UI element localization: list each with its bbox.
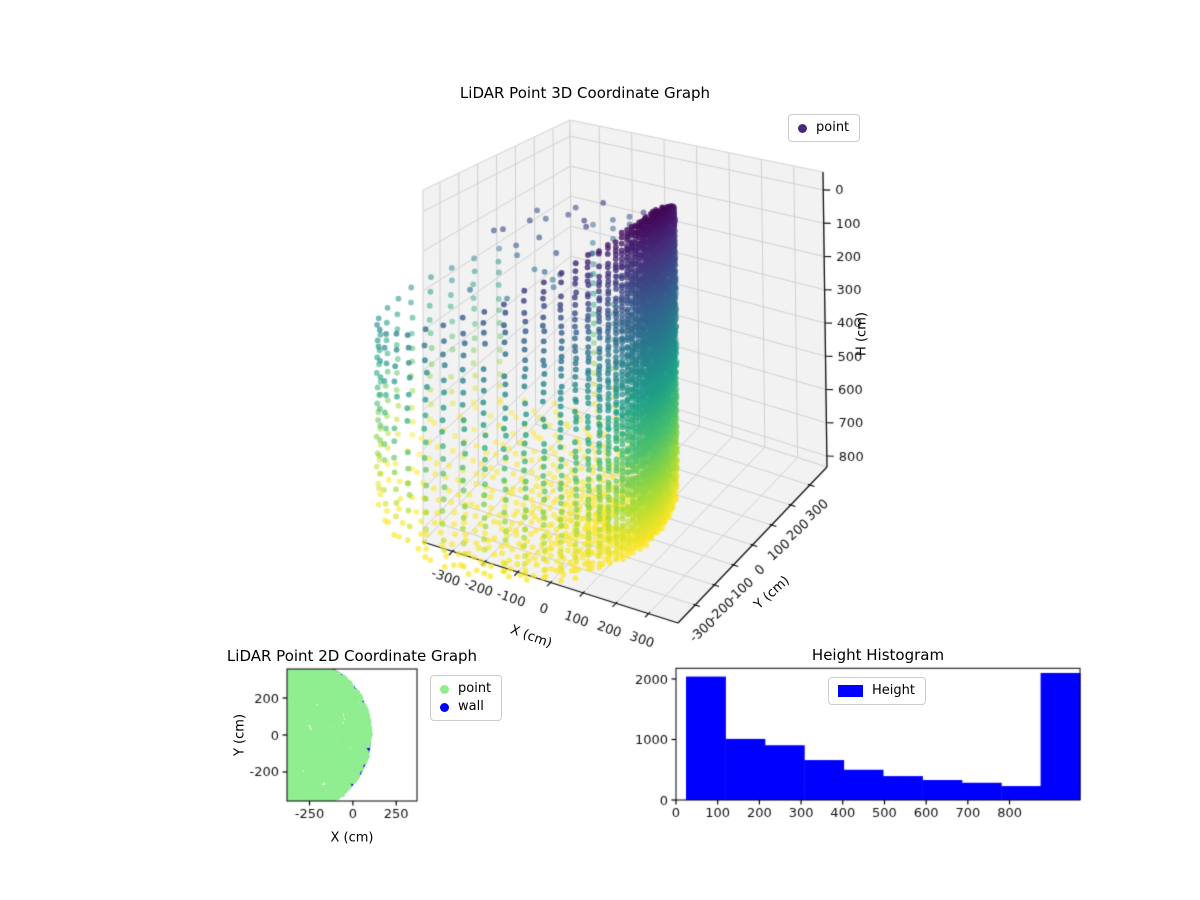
histogram-title: Height Histogram	[811, 646, 945, 664]
plot2d-yaxis-label: Y (cm)	[232, 713, 248, 757]
plot2d-legend-label-point: point	[458, 681, 492, 696]
point-marker-icon	[440, 684, 449, 694]
histogram-legend-label: Height	[872, 683, 915, 698]
histogram-legend: Height	[828, 677, 926, 705]
plot3d-title: LiDAR Point 3D Coordinate Graph	[459, 84, 711, 102]
plot3d-legend-label: point	[816, 120, 850, 135]
height-swatch-icon	[838, 685, 863, 697]
plot3d-legend: point	[788, 114, 861, 142]
plot3d-zaxis-label: H (cm)	[854, 312, 870, 356]
wall-marker-icon	[440, 702, 449, 712]
plot2d-xaxis-label: X (cm)	[330, 830, 374, 846]
plot2d-legend-label-wall: wall	[458, 699, 484, 714]
plot2d-legend: point wall	[430, 675, 503, 721]
point-marker-icon	[798, 123, 807, 133]
plot2d-title: LiDAR Point 2D Coordinate Graph	[226, 647, 478, 665]
